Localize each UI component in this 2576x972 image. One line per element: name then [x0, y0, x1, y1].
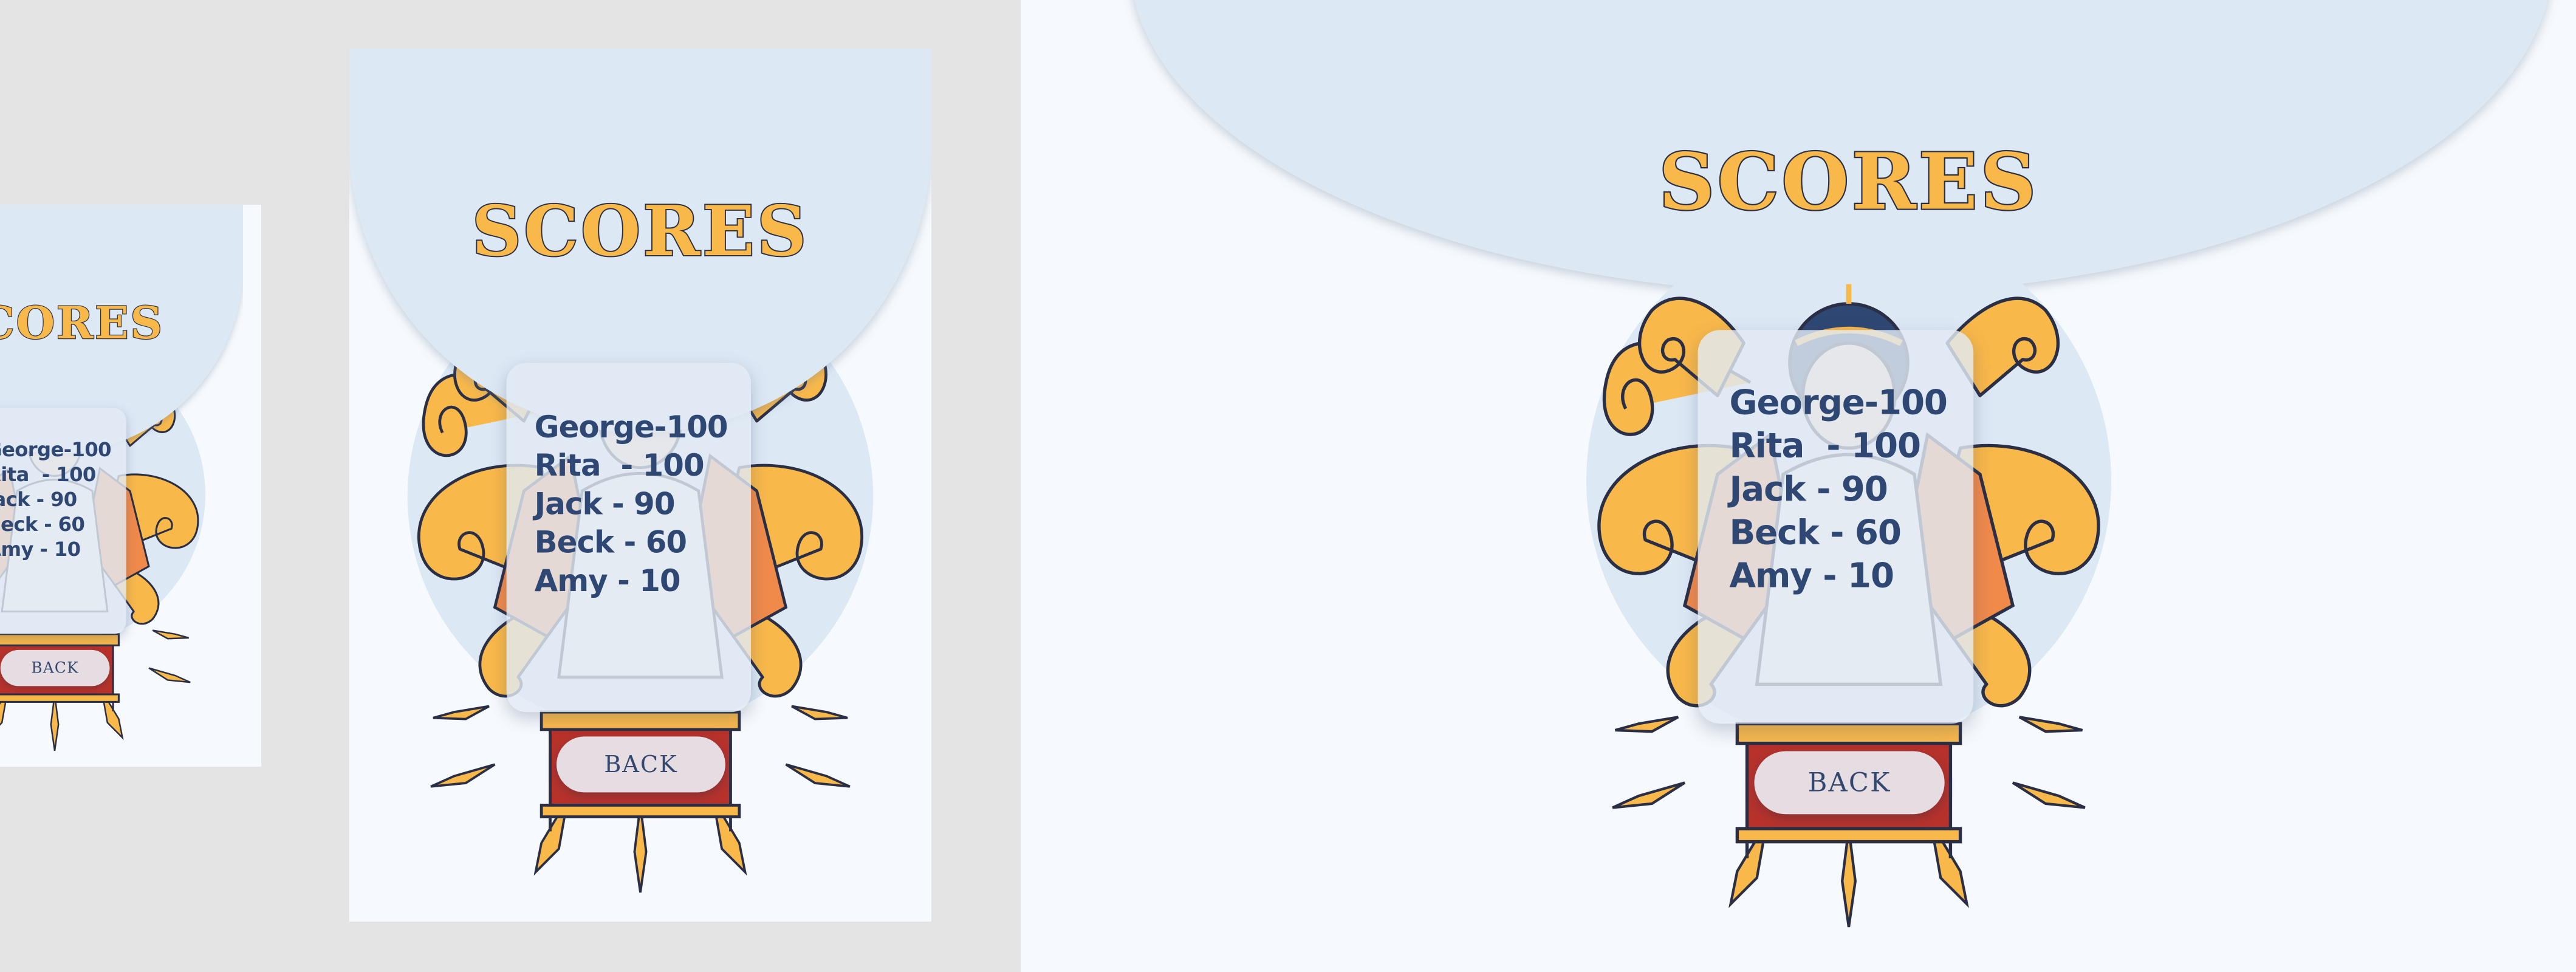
- page-title: SCORES: [0, 297, 164, 349]
- scores-screen-large: SCORES George-100 Rita - 100 Jack - 90 B…: [1021, 0, 2576, 972]
- score-item: George-100: [534, 409, 728, 445]
- score-list: George-100 Rita - 100 Jack - 90 Beck - 6…: [0, 408, 126, 634]
- scores-screen-small: SCORES George-100 Rita - 100 Jack - 90 B…: [0, 205, 261, 767]
- score-item: Rita - 100: [0, 463, 96, 487]
- scores-hud: SCORES George-100 Rita - 100 Jack - 90 B…: [349, 49, 931, 922]
- scores-hud: SCORES George-100 Rita - 100 Jack - 90 B…: [1521, 0, 2177, 960]
- score-item: Jack - 90: [0, 488, 77, 512]
- score-item: Beck - 60: [0, 513, 85, 536]
- back-button[interactable]: BACK: [1754, 751, 1945, 815]
- page-title: SCORES: [1659, 136, 2038, 227]
- scores-screen: SCORES George-100 Rita - 100 Jack - 90 B…: [349, 49, 931, 922]
- score-list: George-100 Rita - 100 Jack - 90 Beck - 6…: [506, 363, 752, 713]
- score-item: George-100: [1729, 383, 1948, 423]
- score-item: Amy - 10: [0, 538, 81, 561]
- score-item: Rita - 100: [1729, 426, 1921, 466]
- page-title: SCORES: [472, 191, 809, 272]
- score-item: Jack - 90: [1729, 470, 1888, 510]
- score-item: Beck - 60: [1729, 513, 1901, 553]
- title-dome-wide: [1134, 0, 2547, 295]
- score-item: Amy - 10: [534, 563, 681, 599]
- score-item: Beck - 60: [534, 525, 687, 561]
- score-item: George-100: [0, 439, 112, 462]
- score-item: Amy - 10: [1729, 556, 1894, 596]
- scores-hud: SCORES George-100 Rita - 100 Jack - 90 B…: [0, 205, 243, 767]
- back-button[interactable]: BACK: [0, 649, 110, 686]
- back-button[interactable]: BACK: [557, 736, 725, 793]
- score-item: Jack - 90: [534, 487, 676, 522]
- score-item: Rita - 100: [534, 448, 705, 484]
- score-list: George-100 Rita - 100 Jack - 90 Beck - 6…: [1697, 330, 1974, 724]
